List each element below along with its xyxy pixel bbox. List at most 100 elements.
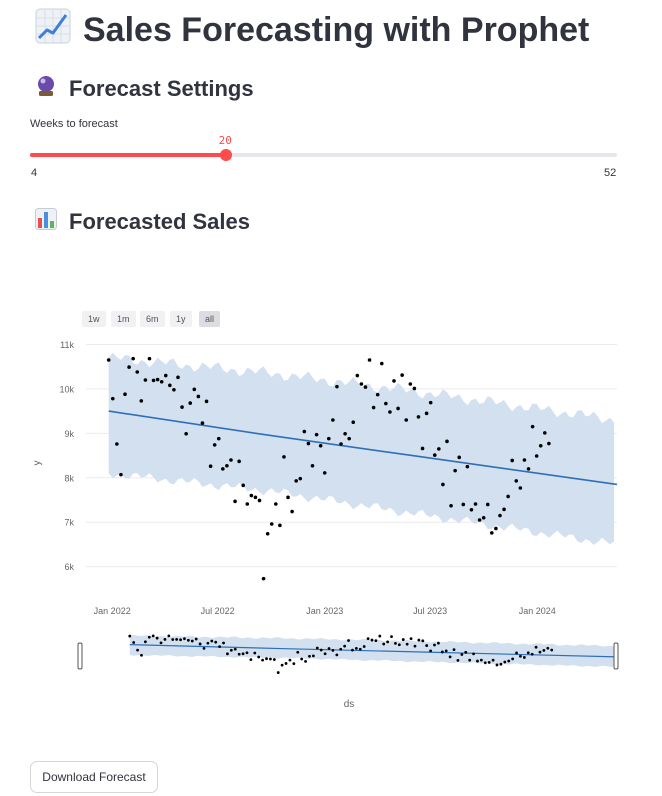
chart-data-point xyxy=(221,467,225,471)
chart-data-point xyxy=(314,432,319,437)
range-slider-right-handle[interactable] xyxy=(613,642,619,670)
range-slider-point xyxy=(522,656,526,659)
chart-data-point xyxy=(514,479,519,483)
range-slider-point xyxy=(538,650,542,654)
chart-data-point xyxy=(453,468,457,473)
chart-data-point xyxy=(123,392,127,397)
range-slider-point xyxy=(194,637,198,641)
chart-data-point xyxy=(131,356,135,361)
range-slider-point xyxy=(269,657,272,661)
range-slider-point xyxy=(202,646,206,650)
chart-data-point xyxy=(310,463,315,468)
forecast-heading: Forecasted Sales xyxy=(35,208,250,236)
range-slider-point xyxy=(487,661,491,664)
chart-data-point xyxy=(237,459,241,464)
chart-data-point xyxy=(363,385,368,389)
range-button-1w[interactable]: 1w xyxy=(82,311,106,327)
chart-data-point xyxy=(420,446,425,451)
chart-data-point xyxy=(461,502,466,507)
chart-data-point xyxy=(318,443,323,448)
range-slider-point xyxy=(511,657,515,661)
range-slider-point xyxy=(397,643,401,647)
chart-data-point xyxy=(404,418,409,422)
chart-data-point xyxy=(388,410,392,414)
range-slider-point xyxy=(370,638,374,642)
chart-data-point xyxy=(216,436,221,441)
chart-data-point xyxy=(481,515,486,520)
range-button-6m[interactable]: 6m xyxy=(140,311,165,327)
chart-data-point xyxy=(396,406,400,411)
slider-thumb[interactable] xyxy=(219,149,232,161)
range-slider-point xyxy=(503,660,507,664)
chart-data-point xyxy=(298,476,303,481)
bar-chart-icon xyxy=(35,208,57,236)
range-slider-point xyxy=(448,655,452,659)
range-slider-point xyxy=(339,647,343,651)
chart-data-point xyxy=(261,576,266,581)
settings-heading: Forecast Settings xyxy=(35,75,254,103)
range-slider-point xyxy=(288,658,292,662)
slider-value: 20 xyxy=(218,134,232,147)
chart-data-point xyxy=(335,384,339,389)
chart-data-point xyxy=(168,383,172,388)
range-slider-point xyxy=(417,638,421,642)
range-slider-point xyxy=(132,641,136,644)
chart-data-point xyxy=(208,464,213,469)
chart-data-point xyxy=(274,502,278,506)
range-slider-point xyxy=(331,649,335,652)
range-slider-point xyxy=(190,639,194,643)
settings-heading-text: Forecast Settings xyxy=(69,76,254,101)
range-slider-point xyxy=(464,650,468,654)
range-slider-point xyxy=(460,653,464,656)
range-slider-point xyxy=(151,634,155,638)
chart-data-point xyxy=(172,387,176,392)
range-button-1m[interactable]: 1m xyxy=(111,311,136,327)
chart-data-point xyxy=(347,436,351,441)
download-forecast-button[interactable]: Download Forecast xyxy=(30,761,158,793)
chart-data-point xyxy=(151,378,156,383)
chart-data-point xyxy=(265,531,270,536)
range-slider-point xyxy=(186,638,190,642)
chart-data-point xyxy=(119,472,123,477)
range-slider-left-handle[interactable] xyxy=(77,642,83,670)
chart-increasing-icon xyxy=(35,8,71,53)
range-button-all[interactable]: all xyxy=(199,311,221,327)
range-slider-point xyxy=(155,636,159,640)
range-slider-point xyxy=(163,638,167,641)
chart-data-point xyxy=(547,441,551,446)
range-slider-point xyxy=(214,640,218,644)
chart-data-point xyxy=(375,392,380,397)
chart-data-point xyxy=(204,399,209,404)
range-slider-point xyxy=(292,662,296,666)
range-slider-plot xyxy=(128,634,618,674)
chart-data-point xyxy=(253,495,258,500)
range-slider-point xyxy=(409,637,413,641)
page-title-text: Sales Forecasting with Prophet xyxy=(83,11,590,49)
chart-data-point xyxy=(494,526,498,531)
chart-trend-line xyxy=(108,410,618,486)
range-slider-point xyxy=(476,659,479,663)
range-button-1y[interactable]: 1y xyxy=(170,311,192,327)
chart-data-point xyxy=(257,498,262,503)
chart-data-point xyxy=(485,502,490,507)
chart-data-point xyxy=(412,386,417,391)
chart-data-point xyxy=(441,482,445,487)
chart-data-point xyxy=(180,405,184,409)
chart-data-point xyxy=(245,502,250,506)
range-slider-point xyxy=(319,648,323,652)
chart-x-tick-label: Jan 2022 xyxy=(94,606,131,616)
chart-x-axis-label: ds xyxy=(344,699,355,710)
range-slider-point xyxy=(315,646,319,650)
chart-data-point xyxy=(473,502,478,506)
range-slider-point xyxy=(276,671,280,674)
range-slider-point xyxy=(499,662,503,666)
range-slider-point xyxy=(143,640,147,644)
range-slider-point xyxy=(495,663,499,667)
chart-data-point xyxy=(184,431,188,436)
slider-track[interactable] xyxy=(30,153,617,157)
chart-data-point xyxy=(477,518,482,522)
chart-data-point xyxy=(534,454,539,458)
range-slider-point xyxy=(425,644,429,647)
chart-data-point xyxy=(351,420,356,425)
